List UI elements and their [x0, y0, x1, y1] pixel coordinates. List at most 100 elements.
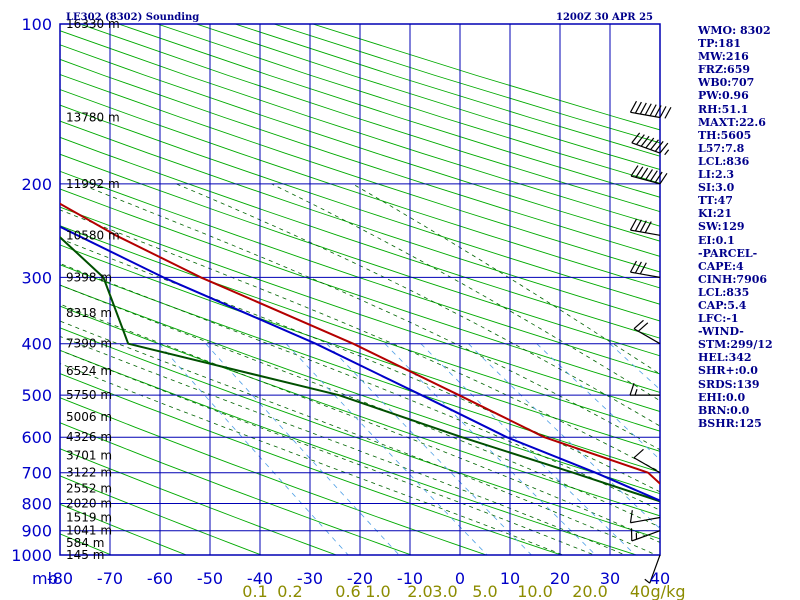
height-label: 2552 m	[66, 482, 112, 496]
index-item: WB0:707	[698, 76, 755, 90]
dry-adiabat-line	[60, 475, 263, 555]
pressure-tick-label: 400	[21, 335, 52, 354]
mixing-ratio-line	[285, 343, 488, 555]
wind-barb-flag	[664, 106, 672, 119]
dry-adiabat-line	[60, 503, 188, 555]
wind-barb-flag	[640, 167, 649, 180]
parcel-profile-line	[60, 225, 660, 502]
wind-barb-half-flag	[634, 388, 638, 396]
index-item: BSHR:125	[698, 416, 762, 430]
wind-barb-staff	[649, 554, 661, 584]
dry-adiabats	[60, 24, 660, 555]
moist-adiabat-line	[271, 183, 660, 402]
dry-adiabat-line	[60, 89, 660, 289]
temperature-tick-label: -20	[347, 569, 373, 588]
indices-panel: WMO: 8302 TP:181 MW:216 FRZ:659 WB0:707 PW:0.…	[698, 24, 798, 430]
dry-adiabat-line	[60, 422, 413, 555]
index-item: STM:299/12	[698, 338, 773, 352]
moist-adiabat-line	[352, 183, 660, 375]
wind-barb-flag	[654, 105, 662, 117]
temperature-tick-label: 20	[550, 569, 570, 588]
temperature-tick-label: -80	[47, 569, 73, 588]
mixing-ratio-label: 3.0	[432, 582, 457, 600]
moist-adiabat-line	[60, 349, 596, 555]
mixing-ratio-label: 1.0	[365, 582, 390, 600]
wind-barb-flag	[659, 142, 669, 154]
wind-barb-flag	[645, 137, 655, 149]
height-label: 16330 m	[66, 17, 120, 31]
temperature-tick-label: 10	[500, 569, 520, 588]
wind-barb	[630, 165, 668, 185]
wind-barb-half-flag	[644, 578, 651, 584]
height-label: 11992 m	[66, 177, 120, 191]
wind-barb-staff	[630, 271, 661, 278]
dry-adiabat-line	[60, 74, 660, 273]
wind-barb-staff	[633, 328, 661, 345]
wind-barb-flag	[659, 172, 668, 185]
wind-barb	[644, 554, 661, 584]
wind-barb-flag	[629, 218, 638, 231]
wind-barb-flag	[640, 135, 650, 147]
index-item: CAPE:4	[698, 259, 744, 273]
index-item: HEL:342	[698, 351, 752, 365]
moist-adiabat-line	[60, 284, 660, 528]
height-label: 3701 m	[66, 449, 112, 463]
wind-barb-flag	[645, 169, 653, 181]
temperature-tick-label: 0	[455, 569, 465, 588]
dry-adiabat-line	[60, 349, 638, 555]
moist-adiabat-line	[60, 238, 660, 493]
wind-barb-flag	[659, 106, 667, 118]
height-label: 1041 m	[66, 524, 112, 538]
pressure-tick-label: 300	[21, 268, 52, 287]
dewpoint-profile-line	[60, 235, 660, 503]
chart-datetime: 1200Z 30 APR 25	[556, 12, 653, 23]
wind-barb-flag	[633, 319, 644, 330]
moist-adiabats	[60, 183, 660, 555]
mixing-ratio-label: 0.2	[277, 582, 302, 600]
dry-adiabat-line	[60, 170, 660, 375]
dry-adiabat-line	[79, 24, 660, 213]
wind-barb-flag	[654, 171, 663, 183]
index-item: MW:216	[698, 50, 749, 64]
y-axis-label: mb	[32, 569, 58, 588]
dry-adiabat-line	[60, 104, 660, 305]
height-label: 4326 m	[66, 430, 112, 444]
profile-series	[60, 202, 660, 503]
moist-adiabat-line	[60, 363, 565, 555]
height-label: 8318 m	[66, 306, 112, 320]
temperature-tick-label: -60	[147, 569, 173, 588]
pressure-tick-label: 900	[21, 522, 52, 541]
height-label: 584 m	[66, 536, 104, 550]
index-item: EI:0.1	[698, 233, 735, 247]
temperature-tick-label: -70	[97, 569, 123, 588]
dry-adiabat-line	[60, 58, 660, 257]
pressure-tick-label: 1000	[11, 546, 52, 565]
temperature-tick-label: -10	[397, 569, 423, 588]
wind-barb-flag	[629, 260, 638, 273]
mixing-ratio-label: 10.0	[517, 582, 553, 600]
mixing-ratio-label: 0.6	[335, 582, 360, 600]
wind-barb-staff	[633, 457, 661, 474]
wind-barb-flag	[644, 103, 652, 116]
index-item: KI:21	[698, 207, 733, 221]
index-item: CINH:7906	[698, 272, 768, 286]
height-label: 3122 m	[66, 466, 112, 480]
temperature-tick-label: 30	[600, 569, 620, 588]
index-item: TP:181	[698, 37, 742, 51]
plot-frame	[59, 23, 661, 556]
index-item: -WIND-	[698, 325, 744, 339]
wind-barb	[629, 218, 661, 236]
height-label: 6524 m	[66, 364, 112, 378]
mixing-ratio-label: 0.1	[242, 582, 267, 600]
dry-adiabat-line	[60, 373, 563, 555]
wind-barb	[633, 319, 661, 345]
mixing-ratio-label: 5.0	[472, 582, 497, 600]
dry-adiabat-line	[60, 44, 660, 242]
dry-adiabat-line	[60, 284, 660, 495]
mixing-ratio-line	[326, 343, 533, 555]
wind-barb-flag	[639, 262, 647, 275]
index-item: SI:3.0	[698, 181, 735, 195]
mixing-ratio-line	[158, 343, 349, 555]
wind-barb	[631, 132, 670, 156]
chart-title: LE302 (8302) Sounding	[66, 12, 199, 23]
